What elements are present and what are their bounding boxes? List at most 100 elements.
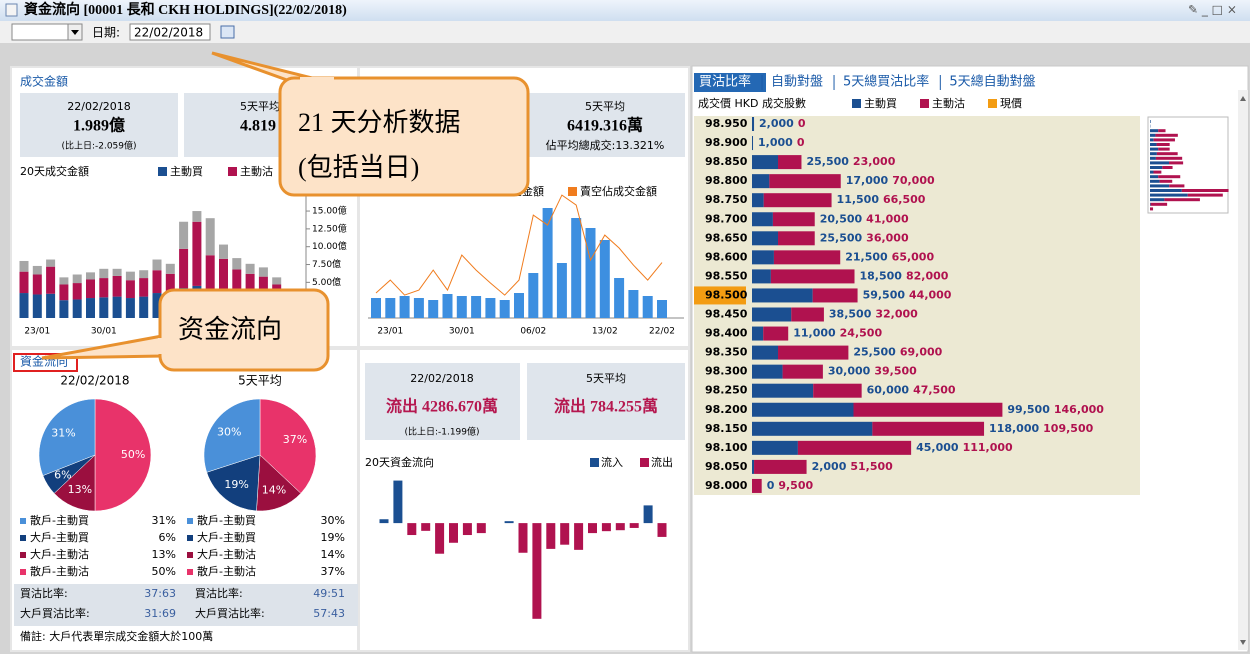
order-book-band	[694, 116, 1140, 495]
short-bar	[499, 300, 510, 318]
short-bar	[657, 300, 667, 318]
heading-highlight	[13, 353, 78, 372]
sell-label: 9,500	[778, 479, 813, 492]
sell-label: 82,000	[906, 269, 949, 282]
turnover-bar	[192, 221, 202, 286]
flow-avg-label: 5天平均	[586, 372, 626, 385]
turnover-bar	[139, 296, 149, 318]
short-bar	[556, 263, 567, 318]
tab[interactable]: 買沽比率	[699, 74, 751, 90]
sell-label: 23,000	[853, 155, 896, 168]
sell-label: 109,500	[1043, 422, 1093, 435]
date-input[interactable]	[129, 23, 211, 41]
turnover-bar	[219, 258, 228, 291]
turnover-bar	[245, 273, 255, 296]
turnover-bar	[192, 211, 202, 222]
legend-value: 6%	[159, 531, 176, 544]
app-icon	[5, 3, 18, 17]
buy-label: 38,500	[829, 308, 872, 321]
mini-sell	[1155, 156, 1183, 160]
turnover-bar	[165, 273, 175, 296]
mini-buy	[1150, 138, 1154, 142]
sell-label: 66,500	[883, 193, 926, 206]
turnover-bar	[86, 279, 95, 299]
net-flow-bar	[504, 521, 514, 524]
sell-bar	[778, 231, 815, 246]
tab[interactable]: 自動對盤	[771, 75, 823, 90]
sell-bar	[754, 459, 807, 474]
window-controls[interactable]: ✎ _ □ ×	[1188, 3, 1237, 17]
short-bar	[628, 290, 639, 318]
buy-label: 2,000	[812, 460, 847, 473]
legend-swatch	[852, 99, 861, 108]
pie-label: 13%	[68, 483, 92, 496]
turnover-bar	[205, 255, 215, 290]
turnover-bar	[232, 269, 242, 294]
short-bar	[614, 278, 625, 318]
mini-buy	[1150, 156, 1156, 160]
mini-sell	[1156, 152, 1178, 156]
mini-sell	[1156, 143, 1170, 146]
mini-map	[1147, 116, 1229, 214]
legend-label: 主動買	[864, 96, 897, 110]
short-ratio-line	[375, 194, 663, 296]
sell-bar	[853, 402, 1003, 417]
mini-buy	[1150, 133, 1156, 137]
net-flow-bar	[532, 523, 542, 619]
sell-bar	[773, 250, 841, 265]
sell-label: 0	[797, 136, 805, 149]
pie-slice	[259, 398, 317, 494]
buy-label: 18,500	[860, 269, 903, 282]
flow-today-change: (比上日:-1.199億)	[404, 426, 479, 438]
turnover-bar	[112, 296, 122, 318]
y-tick-label: 15.00億	[312, 205, 347, 217]
turnover-bar	[112, 268, 122, 276]
calendar-button[interactable]	[220, 25, 235, 39]
turnover-bar	[125, 298, 135, 318]
sell-label: 146,000	[1054, 403, 1104, 416]
short-bar	[385, 298, 396, 318]
buy-label: 118,000	[989, 422, 1039, 435]
price: 98.700	[705, 212, 748, 225]
stock-select[interactable]	[11, 23, 69, 41]
pie-label: 37%	[283, 433, 307, 446]
title-bar	[0, 0, 1250, 21]
ratio-label: 買沽比率:	[195, 586, 243, 600]
date-value: 22/02/2018	[134, 26, 203, 40]
sell-label: 70,000	[892, 174, 935, 187]
date-label: 日期:	[92, 26, 120, 40]
buy-label: 21,500	[845, 250, 888, 263]
turnover-bar	[32, 294, 42, 318]
turnover-heading: 成交金額	[20, 74, 68, 89]
legend-swatch	[187, 552, 193, 558]
turnover-bar	[19, 271, 29, 294]
x-tick-label: 22/02	[649, 327, 675, 337]
tab[interactable]: 5天總買沽比率	[843, 74, 929, 90]
ratio-value: 49:51	[313, 587, 345, 600]
y-tick-label: 5.00億	[312, 276, 341, 288]
legend-swatch	[988, 99, 997, 108]
legend-swatch	[187, 535, 193, 541]
sell-bar	[772, 212, 815, 227]
mini-sell	[1155, 133, 1178, 137]
sell-bar	[791, 307, 824, 322]
turnover-bar	[46, 266, 56, 294]
short-bar	[528, 273, 539, 318]
buy-bar	[752, 288, 813, 303]
short-bar	[642, 296, 653, 318]
scrollbar[interactable]	[1238, 90, 1248, 650]
pie-label: 30%	[217, 426, 241, 439]
sell-label: 111,000	[963, 441, 1013, 454]
mini-buy	[1150, 152, 1157, 156]
turnover-bar	[272, 277, 282, 285]
pie-title: 22/02/2018	[60, 374, 129, 388]
current-price-marker	[694, 286, 746, 305]
buy-label: 25,500	[806, 155, 849, 168]
legend-value: 19%	[321, 531, 345, 544]
mini-sell	[1158, 175, 1181, 179]
turnover-bar	[258, 276, 268, 297]
buy-bar	[752, 402, 854, 417]
turnover-bar	[99, 278, 109, 298]
price: 98.800	[705, 174, 748, 187]
tab[interactable]: 5天總自動對盤	[949, 74, 1035, 90]
